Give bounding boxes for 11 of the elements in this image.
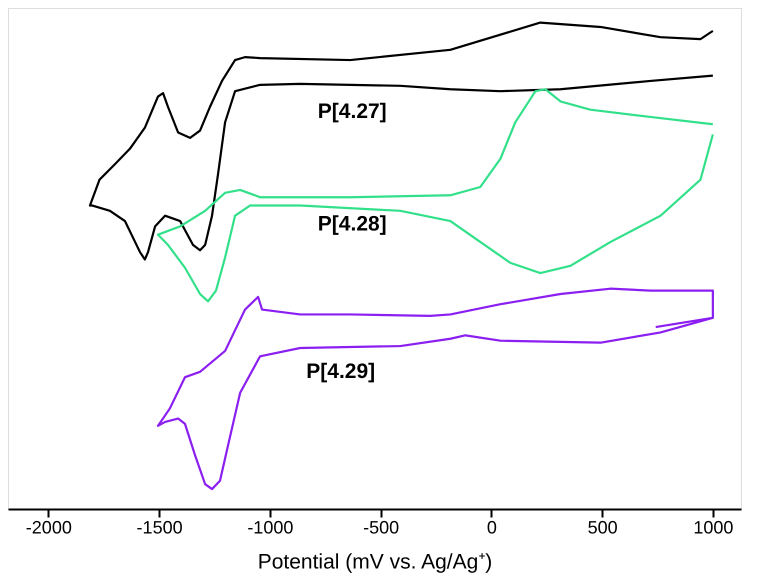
x-tick-label: 0 (486, 518, 497, 538)
x-tick-label: 500 (588, 518, 618, 538)
series-label: P[4.28] (318, 212, 387, 236)
series-label: P[4.27] (318, 100, 387, 124)
x-tick-label: -1000 (247, 518, 294, 538)
x-tick-label: -500 (363, 518, 400, 538)
x-tick-label: 1000 (693, 518, 734, 538)
x-axis-title: Potential (mV vs. Ag/Ag⁺) (258, 550, 492, 574)
x-tick-label: -2000 (26, 518, 72, 538)
x-tick-label: -1500 (136, 518, 183, 538)
series-label: P[4.29] (306, 360, 376, 383)
